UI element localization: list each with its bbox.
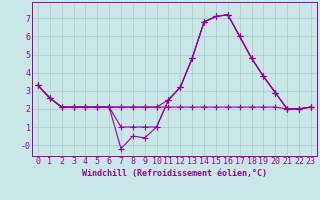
X-axis label: Windchill (Refroidissement éolien,°C): Windchill (Refroidissement éolien,°C): [82, 169, 267, 178]
